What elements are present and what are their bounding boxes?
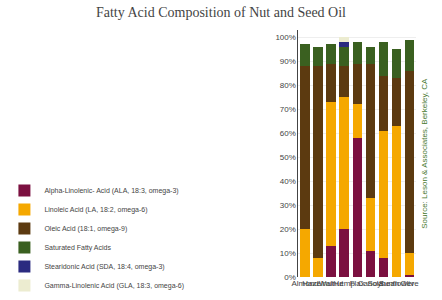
svg-text:Almond: Almond: [291, 279, 318, 288]
svg-text:60%: 60%: [280, 129, 296, 138]
svg-text:40%: 40%: [280, 177, 296, 186]
svg-text:Stearidonic Acid (SDA, 18:4, o: Stearidonic Acid (SDA, 18:4, omega-3): [44, 263, 164, 271]
svg-text:90%: 90%: [280, 57, 296, 66]
svg-text:0%: 0%: [284, 273, 296, 282]
svg-text:Sunflower: Sunflower: [379, 279, 415, 288]
svg-text:10%: 10%: [280, 249, 296, 258]
svg-text:Linoleic Acid (LA, 18:2, omega: Linoleic Acid (LA, 18:2, omega-6): [44, 206, 147, 214]
svg-text:Walnut: Walnut: [319, 279, 344, 288]
svg-text:30%: 30%: [280, 201, 296, 210]
svg-text:Flax: Flax: [350, 279, 365, 288]
svg-text:Alpha-Linolenic- Acid (ALA, 18: Alpha-Linolenic- Acid (ALA, 18:3, omega-…: [44, 187, 178, 195]
svg-text:Canola: Canola: [358, 279, 384, 288]
svg-text:Gamma-Linolenic Acid (GLA, 18:: Gamma-Linolenic Acid (GLA, 18:3, omega-6…: [44, 282, 184, 290]
svg-text:Oleic Acid (18:1, omega-9): Oleic Acid (18:1, omega-9): [44, 225, 127, 233]
svg-text:Source: Leson & Associates, Be: Source: Leson & Associates, Berkeley, CA: [420, 78, 429, 229]
svg-text:Hazelnut: Hazelnut: [302, 279, 334, 288]
svg-text:Olive: Olive: [400, 279, 419, 288]
svg-text:Saturated Fatty Acids: Saturated Fatty Acids: [44, 244, 111, 252]
svg-text:100%: 100%: [275, 33, 295, 42]
svg-text:Soybean: Soybean: [368, 279, 400, 288]
svg-text:70%: 70%: [280, 105, 296, 114]
svg-text:Fatty Acid Composition of Nut: Fatty Acid Composition of Nut and Seed O…: [96, 5, 346, 20]
svg-text:Hemp: Hemp: [334, 279, 356, 288]
svg-text:20%: 20%: [280, 225, 296, 234]
svg-text:50%: 50%: [280, 153, 296, 162]
svg-text:80%: 80%: [280, 81, 296, 90]
